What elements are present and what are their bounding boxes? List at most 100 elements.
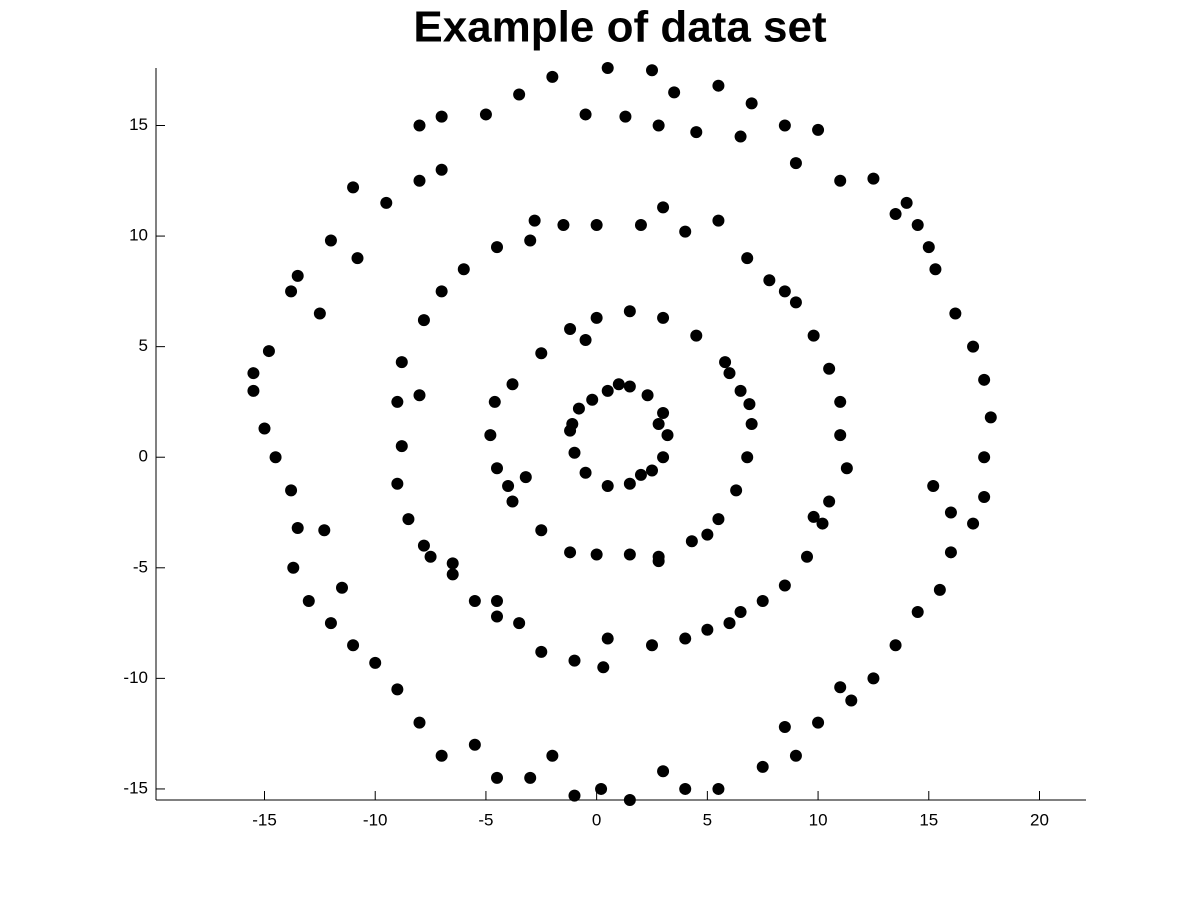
x-tick-label: 0: [592, 810, 601, 829]
point: [513, 88, 526, 101]
point: [524, 234, 537, 247]
point: [564, 546, 577, 559]
point: [324, 234, 337, 247]
point: [391, 683, 404, 696]
point: [302, 594, 315, 607]
point: [262, 345, 275, 358]
point: [535, 524, 548, 537]
point: [823, 362, 836, 375]
point: [701, 623, 714, 636]
point: [391, 477, 404, 490]
point: [601, 384, 614, 397]
point: [313, 307, 326, 320]
point: [491, 771, 503, 784]
point: [641, 389, 654, 402]
point: [435, 163, 448, 176]
point: [668, 86, 681, 99]
point: [927, 479, 940, 492]
point: [519, 471, 532, 484]
point: [247, 384, 260, 397]
point: [579, 108, 592, 121]
point: [586, 393, 599, 406]
point: [646, 64, 658, 77]
point: [763, 274, 776, 287]
point: [623, 548, 636, 561]
point: [413, 389, 426, 402]
point: [285, 484, 298, 497]
point: [568, 446, 581, 459]
point: [258, 422, 271, 435]
point: [424, 550, 437, 563]
point: [778, 285, 791, 298]
point: [834, 429, 847, 442]
point: [712, 214, 725, 227]
point: [652, 555, 665, 568]
point: [391, 395, 404, 408]
point: [745, 97, 758, 110]
point: [395, 356, 408, 369]
point: [679, 782, 692, 795]
point: [468, 738, 481, 751]
point: [413, 119, 426, 132]
point: [417, 314, 430, 327]
point: [652, 418, 665, 431]
point: [834, 174, 847, 187]
point: [741, 252, 754, 265]
point: [949, 307, 962, 320]
point: [395, 440, 408, 453]
x-tick-label: -5: [478, 810, 493, 829]
point: [318, 524, 331, 537]
point: [417, 539, 430, 552]
point: [978, 373, 991, 386]
x-tick-label: 10: [809, 810, 828, 829]
point: [479, 108, 492, 121]
point: [900, 196, 913, 209]
point: [347, 181, 360, 194]
point: [922, 241, 935, 254]
point: [369, 656, 382, 669]
y-tick-label: 10: [129, 226, 148, 245]
point: [590, 548, 603, 561]
point: [978, 491, 991, 504]
point: [413, 716, 426, 729]
point: [601, 632, 614, 645]
y-tick-label: -10: [123, 668, 148, 687]
point: [756, 760, 769, 773]
point: [285, 285, 298, 298]
point: [812, 123, 825, 136]
point: [889, 207, 902, 220]
point: [789, 296, 802, 309]
point: [546, 70, 559, 83]
point: [380, 196, 393, 209]
point: [967, 340, 980, 353]
point: [723, 367, 736, 380]
point: [634, 468, 647, 481]
point: [933, 583, 946, 596]
point: [535, 347, 548, 360]
point: [816, 517, 829, 530]
point: [619, 110, 632, 123]
point: [812, 716, 825, 729]
point: [597, 661, 610, 674]
point: [557, 219, 570, 232]
point: [291, 521, 304, 534]
point: [590, 311, 603, 324]
point: [491, 462, 503, 475]
point: [745, 418, 758, 431]
x-tick-label: -10: [363, 810, 388, 829]
point: [623, 477, 636, 490]
point: [564, 322, 577, 335]
point: [646, 639, 658, 652]
x-tick-label: 5: [703, 810, 712, 829]
point: [807, 329, 820, 342]
point: [601, 62, 614, 74]
point: [778, 119, 791, 132]
point: [535, 645, 548, 658]
point: [612, 378, 625, 391]
point: [789, 749, 802, 762]
point: [661, 429, 674, 442]
point: [712, 79, 725, 92]
y-tick-label: 0: [139, 447, 148, 466]
point: [734, 606, 747, 619]
point: [723, 617, 736, 630]
